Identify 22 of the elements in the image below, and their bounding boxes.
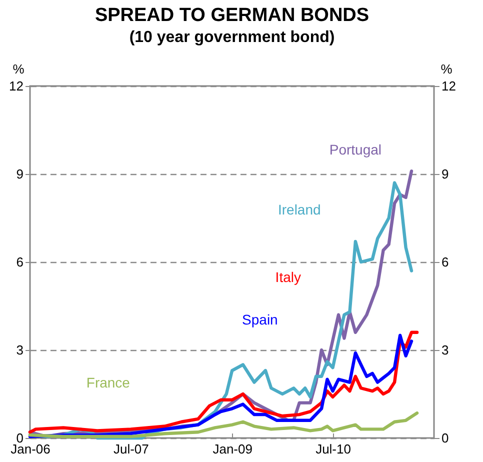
y2-tick-label: 12: [442, 78, 456, 94]
text: Spain: [242, 312, 278, 328]
text: Portugal: [329, 142, 382, 158]
y2-tick-label: 0: [442, 430, 449, 446]
y2-tick-label: 3: [442, 342, 449, 358]
y-tick-label: 12: [9, 78, 24, 94]
y2-axis-title: %: [440, 62, 453, 76]
x-tick-label: Jul-10: [316, 442, 351, 456]
y-tick-label: 3: [16, 342, 24, 358]
x-tick-label: Jan-09: [212, 442, 252, 456]
chart-subtitle: (10 year government bond): [129, 29, 335, 46]
text: Italy: [275, 269, 301, 286]
y-axis-title: %: [12, 62, 25, 76]
y-tick-label: 6: [16, 254, 24, 270]
chart-title: SPREAD TO GERMAN BONDS: [94, 5, 370, 26]
y2-tick-label: 6: [442, 254, 449, 270]
y2-tick-label: 9: [442, 166, 449, 182]
x-tick-label: Jul-07: [113, 442, 149, 456]
line-series: [28, 411, 419, 438]
y-tick-label: 9: [16, 166, 24, 182]
text: France: [86, 374, 130, 391]
text: Ireland: [278, 202, 321, 218]
